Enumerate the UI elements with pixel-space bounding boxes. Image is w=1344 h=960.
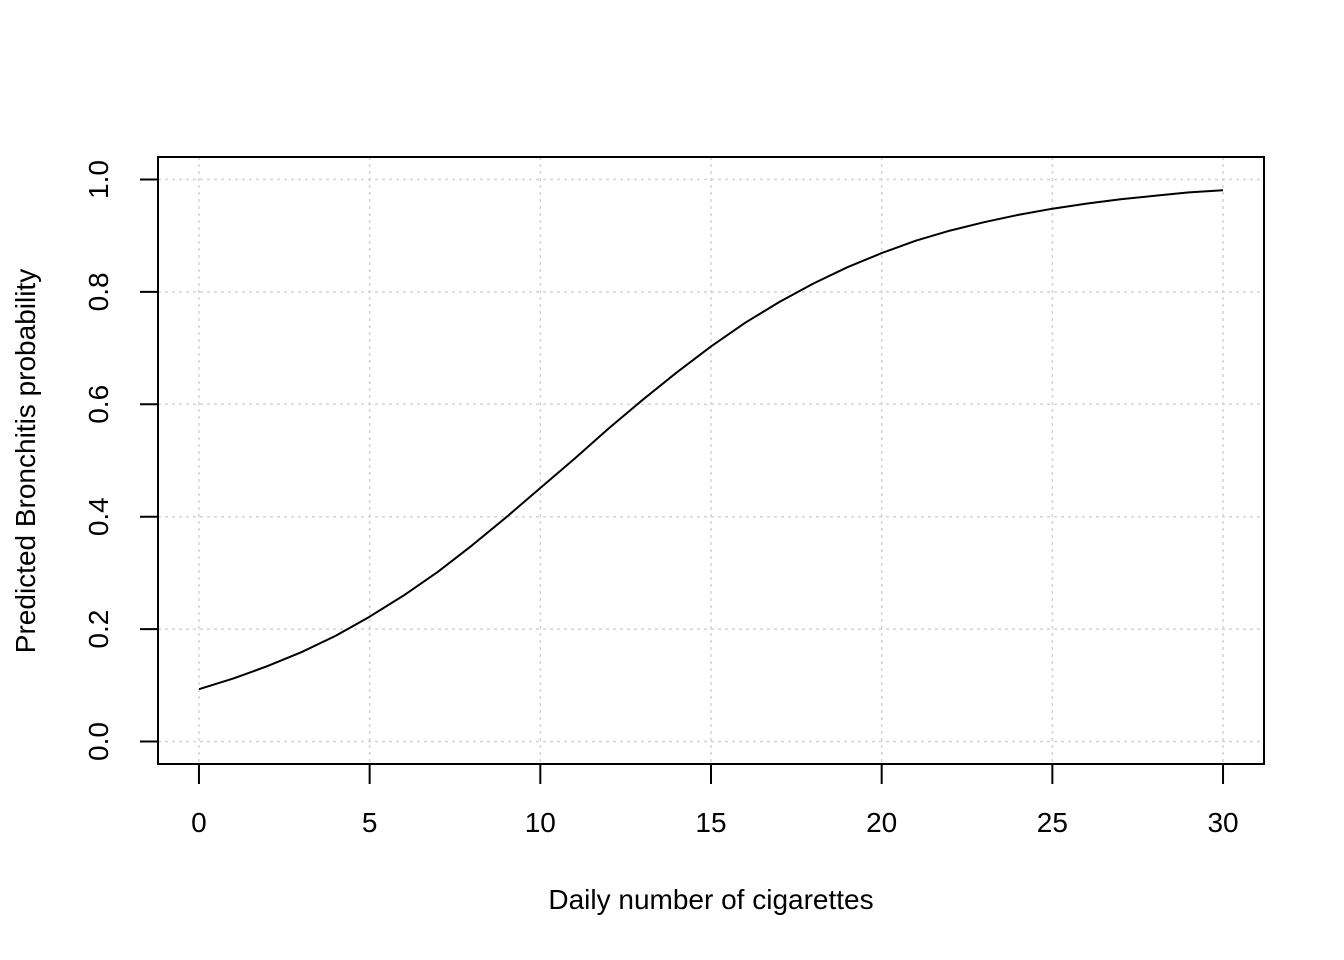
x-tick-label: 10 [525, 807, 556, 838]
x-tick-label: 25 [1037, 807, 1068, 838]
y-tick-label: 0.6 [83, 385, 114, 424]
x-axis-title: Daily number of cigarettes [548, 884, 873, 915]
probability-curve [198, 189, 1224, 691]
y-tick-label: 0.4 [83, 497, 114, 536]
y-axis: 0.0 0.2 0.4 0.6 0.8 1.0 [83, 160, 159, 761]
y-tick-label: 0.2 [83, 610, 114, 649]
y-axis-title: Predicted Bronchitis probability [10, 269, 41, 653]
y-tick-label: 0.0 [83, 722, 114, 761]
x-tick-label: 0 [191, 807, 207, 838]
y-tick-label: 1.0 [83, 160, 114, 199]
x-tick-label: 30 [1207, 807, 1238, 838]
x-axis: 0 5 10 15 20 25 30 [191, 763, 1239, 838]
grid [158, 157, 1264, 764]
y-tick-label: 0.8 [83, 272, 114, 311]
x-tick-label: 15 [695, 807, 726, 838]
curve-layer [198, 189, 1224, 691]
x-tick-label: 5 [362, 807, 378, 838]
x-tick-label: 20 [866, 807, 897, 838]
